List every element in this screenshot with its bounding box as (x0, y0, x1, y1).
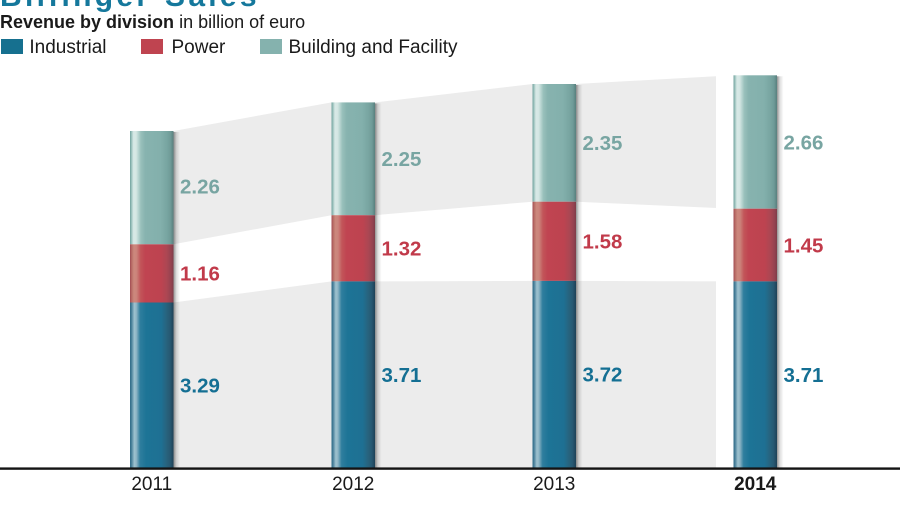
svg-text:2014: 2014 (734, 474, 777, 495)
svg-text:1.32: 1.32 (382, 238, 422, 261)
svg-text:3.71: 3.71 (784, 364, 824, 387)
svg-text:1.58: 1.58 (583, 231, 623, 254)
svg-text:3.71: 3.71 (382, 364, 422, 387)
svg-text:2012: 2012 (332, 474, 374, 495)
svg-text:3.72: 3.72 (583, 364, 623, 387)
svg-text:1.16: 1.16 (180, 263, 220, 286)
svg-text:3.29: 3.29 (180, 374, 220, 397)
svg-text:2.25: 2.25 (382, 148, 422, 171)
svg-text:2013: 2013 (533, 474, 575, 495)
svg-text:2.66: 2.66 (784, 131, 824, 154)
svg-text:2.26: 2.26 (180, 175, 220, 198)
svg-text:1.45: 1.45 (784, 234, 824, 257)
svg-text:2011: 2011 (131, 474, 172, 495)
svg-text:2.35: 2.35 (583, 132, 623, 155)
